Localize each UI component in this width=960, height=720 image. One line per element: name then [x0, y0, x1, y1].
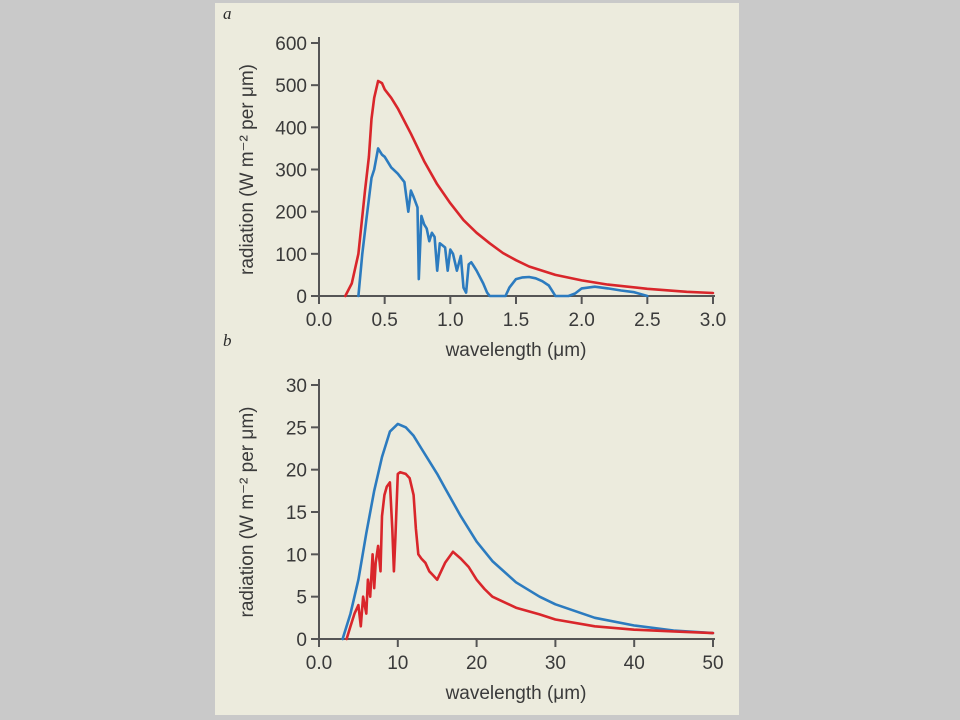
y-axis-title: radiation (W m⁻² per μm) [237, 64, 258, 275]
series-line-b-2 [345, 470, 715, 641]
y-tick-label: 100 [275, 245, 307, 266]
y-tick-label: 30 [286, 376, 307, 397]
x-tick-label: 10 [387, 653, 408, 674]
x-tick-label: 2.5 [634, 310, 660, 331]
y-tick-label: 5 [296, 588, 307, 609]
y-tick-label: 600 [275, 34, 307, 55]
y-tick-label: 0 [296, 630, 307, 651]
x-tick-label: 3.0 [700, 310, 726, 331]
series-line-a-1 [344, 79, 715, 298]
y-tick-label: 0 [296, 287, 307, 308]
x-axis-title: wavelength (μm) [445, 340, 587, 361]
y-tick-label: 25 [286, 418, 307, 439]
x-tick-label: 0.0 [306, 310, 332, 331]
x-tick-label: 0.5 [371, 310, 397, 331]
x-tick-label: 1.0 [437, 310, 463, 331]
x-axis-title: wavelength (μm) [445, 683, 587, 704]
x-tick-label: 40 [624, 653, 645, 674]
y-tick-label: 500 [275, 76, 307, 97]
y-tick-label: 20 [286, 461, 307, 482]
x-tick-label: 0.0 [306, 653, 332, 674]
y-tick-label: 10 [286, 545, 307, 566]
y-tick-label: 300 [275, 161, 307, 182]
y-tick-label: 15 [286, 503, 307, 524]
x-tick-label: 30 [545, 653, 566, 674]
x-tick-label: 1.5 [503, 310, 529, 331]
series-line-a-2 [357, 147, 649, 298]
x-tick-label: 2.0 [568, 310, 594, 331]
series-line-b-1 [341, 422, 715, 641]
y-axis-title: radiation (W m⁻² per μm) [237, 406, 258, 617]
x-tick-label: 50 [702, 653, 723, 674]
y-tick-label: 400 [275, 118, 307, 139]
panel-label-a: a [223, 4, 232, 23]
panel-label-b: b [223, 331, 232, 350]
figure-panel: a 0 100 200 300 400 500 600 0.0 0.5 1.0 1.5 2.0 2.5 3.… [215, 3, 739, 715]
y-tick-label: 200 [275, 203, 307, 224]
x-tick-label: 20 [466, 653, 487, 674]
